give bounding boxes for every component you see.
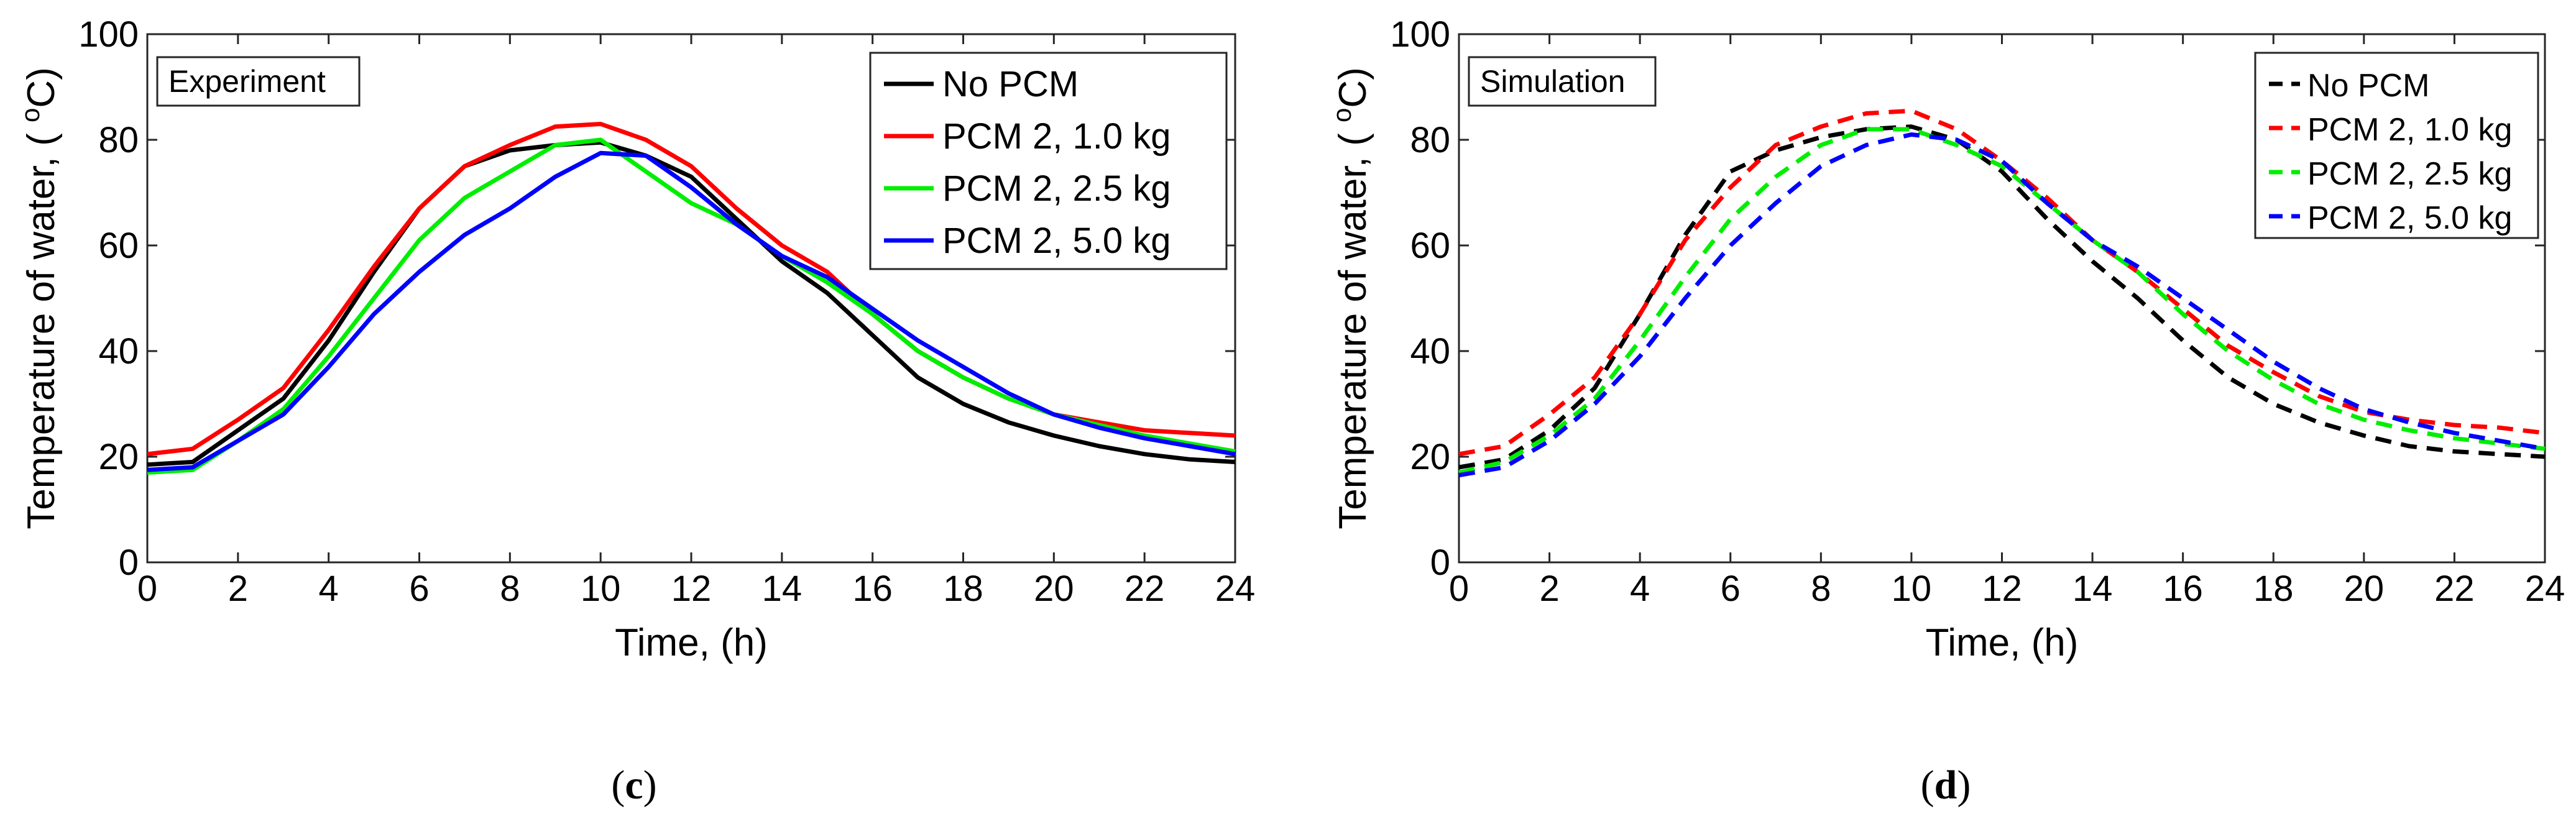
panel-c-x-axis-label: Time, (h) bbox=[615, 621, 768, 664]
panel-d-legend-label: No PCM bbox=[2307, 68, 2429, 104]
panel-d-x-tick-label: 8 bbox=[1811, 569, 1831, 609]
panel-c-legend-label: PCM 2, 5.0 kg bbox=[942, 221, 1171, 261]
panel-c-y-tick-label: 100 bbox=[78, 14, 139, 55]
y-axis-label-main: Temperature of water, ( bbox=[20, 122, 63, 529]
panel-c-x-tick-label: 20 bbox=[1034, 569, 1074, 609]
caption-open: ( bbox=[611, 762, 625, 808]
panel-c-legend-label: No PCM bbox=[942, 64, 1079, 104]
caption-close: ) bbox=[1957, 762, 1971, 808]
y-axis-label-superscript: o bbox=[16, 108, 45, 122]
panel-c-series-line-1 bbox=[147, 140, 1236, 467]
panel-d-y-tick-label: 0 bbox=[1430, 542, 1450, 583]
panel-d-x-tick-label: 0 bbox=[1449, 569, 1469, 609]
panel-d-x-tick-label: 22 bbox=[2434, 569, 2475, 609]
panel-d-y-tick-label: 20 bbox=[1410, 437, 1450, 477]
panel-c-y-axis-label: Temperature of water, ( oC) bbox=[16, 67, 63, 529]
panel-c-legend-label: PCM 2, 1.0 kg bbox=[942, 116, 1171, 157]
panel-d-y-tick-label: 100 bbox=[1390, 14, 1450, 55]
panel-c-y-tick-label: 40 bbox=[98, 331, 139, 372]
panel-d-label-box bbox=[1468, 56, 1657, 107]
panel-c-x-tick-label: 16 bbox=[852, 569, 893, 609]
panel-c-x-tick-label: 22 bbox=[1125, 569, 1165, 609]
panel-d-y-tick-label: 40 bbox=[1410, 331, 1450, 372]
panel-c-legend-box bbox=[869, 52, 1228, 270]
panel-c-label-text: Experiment bbox=[168, 64, 326, 99]
panel-d-x-axis-label: Time, (h) bbox=[1926, 621, 2079, 664]
panel-d-x-tick-label: 20 bbox=[2344, 569, 2385, 609]
panel-d-legend-label: PCM 2, 5.0 kg bbox=[2307, 200, 2512, 236]
panel-c-x-tick-label: 14 bbox=[762, 569, 803, 609]
panel-d-legend-label: PCM 2, 1.0 kg bbox=[2307, 112, 2512, 148]
panel-d-series-line-3 bbox=[1458, 127, 2546, 475]
caption-c: (c) bbox=[611, 762, 656, 808]
panel-c-y-tick-label: 80 bbox=[98, 120, 139, 160]
y-axis-label-unit: C) bbox=[20, 67, 63, 107]
panel-d-x-tick-label: 10 bbox=[1892, 569, 1932, 609]
panel-d-y-tick-label: 60 bbox=[1410, 226, 1450, 266]
panel-c-x-tick-label: 8 bbox=[500, 569, 520, 609]
panel-c-series-line-4 bbox=[147, 150, 1236, 472]
y-axis-label-superscript: o bbox=[1327, 108, 1356, 122]
y-axis-label-unit: C) bbox=[1332, 67, 1374, 107]
panel-c-legend-label: PCM 2, 2.5 kg bbox=[942, 168, 1171, 209]
panel-c-y-tick-label: 20 bbox=[98, 437, 139, 477]
panel-c-x-tick-label: 10 bbox=[581, 569, 621, 609]
y-axis-label-main: Temperature of water, ( bbox=[1332, 122, 1374, 529]
panel-c-y-tick-label: 0 bbox=[119, 542, 139, 583]
panel-d-x-tick-label: 24 bbox=[2525, 569, 2565, 609]
panel-d-x-tick-label: 14 bbox=[2072, 569, 2113, 609]
panel-c-x-tick-label: 18 bbox=[943, 569, 983, 609]
panel-c-y-tick-label: 60 bbox=[98, 226, 139, 266]
caption-d: (d) bbox=[1921, 762, 1971, 808]
panel-c-x-tick-label: 2 bbox=[228, 569, 248, 609]
panel-c-x-tick-label: 24 bbox=[1215, 569, 1256, 609]
panel-d-x-tick-label: 6 bbox=[1721, 569, 1741, 609]
panel-d-y-tick-label: 80 bbox=[1410, 120, 1450, 160]
panel-c-x-tick-label: 6 bbox=[409, 569, 429, 609]
panel-c-x-tick-label: 0 bbox=[137, 569, 157, 609]
panel-d-legend-box bbox=[2254, 52, 2539, 239]
panel-d-x-tick-label: 2 bbox=[1539, 569, 1559, 609]
caption-open: ( bbox=[1921, 762, 1934, 808]
panel-d-x-tick-label: 16 bbox=[2163, 569, 2203, 609]
panel-d-y-axis-label: Temperature of water, ( oC) bbox=[1327, 67, 1374, 529]
panel-c-x-tick-label: 12 bbox=[671, 569, 712, 609]
caption-letter: c bbox=[625, 762, 643, 808]
panel-d-x-tick-label: 12 bbox=[1982, 569, 2022, 609]
panel-d-series-line-2 bbox=[1458, 108, 2546, 457]
panel-c-x-tick-label: 4 bbox=[319, 569, 339, 609]
panel-d-legend-label: PCM 2, 2.5 kg bbox=[2307, 156, 2512, 192]
caption-close: ) bbox=[643, 762, 657, 808]
panel-d-x-tick-label: 4 bbox=[1630, 569, 1650, 609]
panel-d-series-line-4 bbox=[1458, 132, 2546, 478]
panel-c-label-box bbox=[156, 56, 361, 107]
panel-d-x-tick-label: 18 bbox=[2253, 569, 2294, 609]
panel-d-label-text: Simulation bbox=[1480, 64, 1625, 99]
caption-letter: d bbox=[1934, 762, 1957, 808]
